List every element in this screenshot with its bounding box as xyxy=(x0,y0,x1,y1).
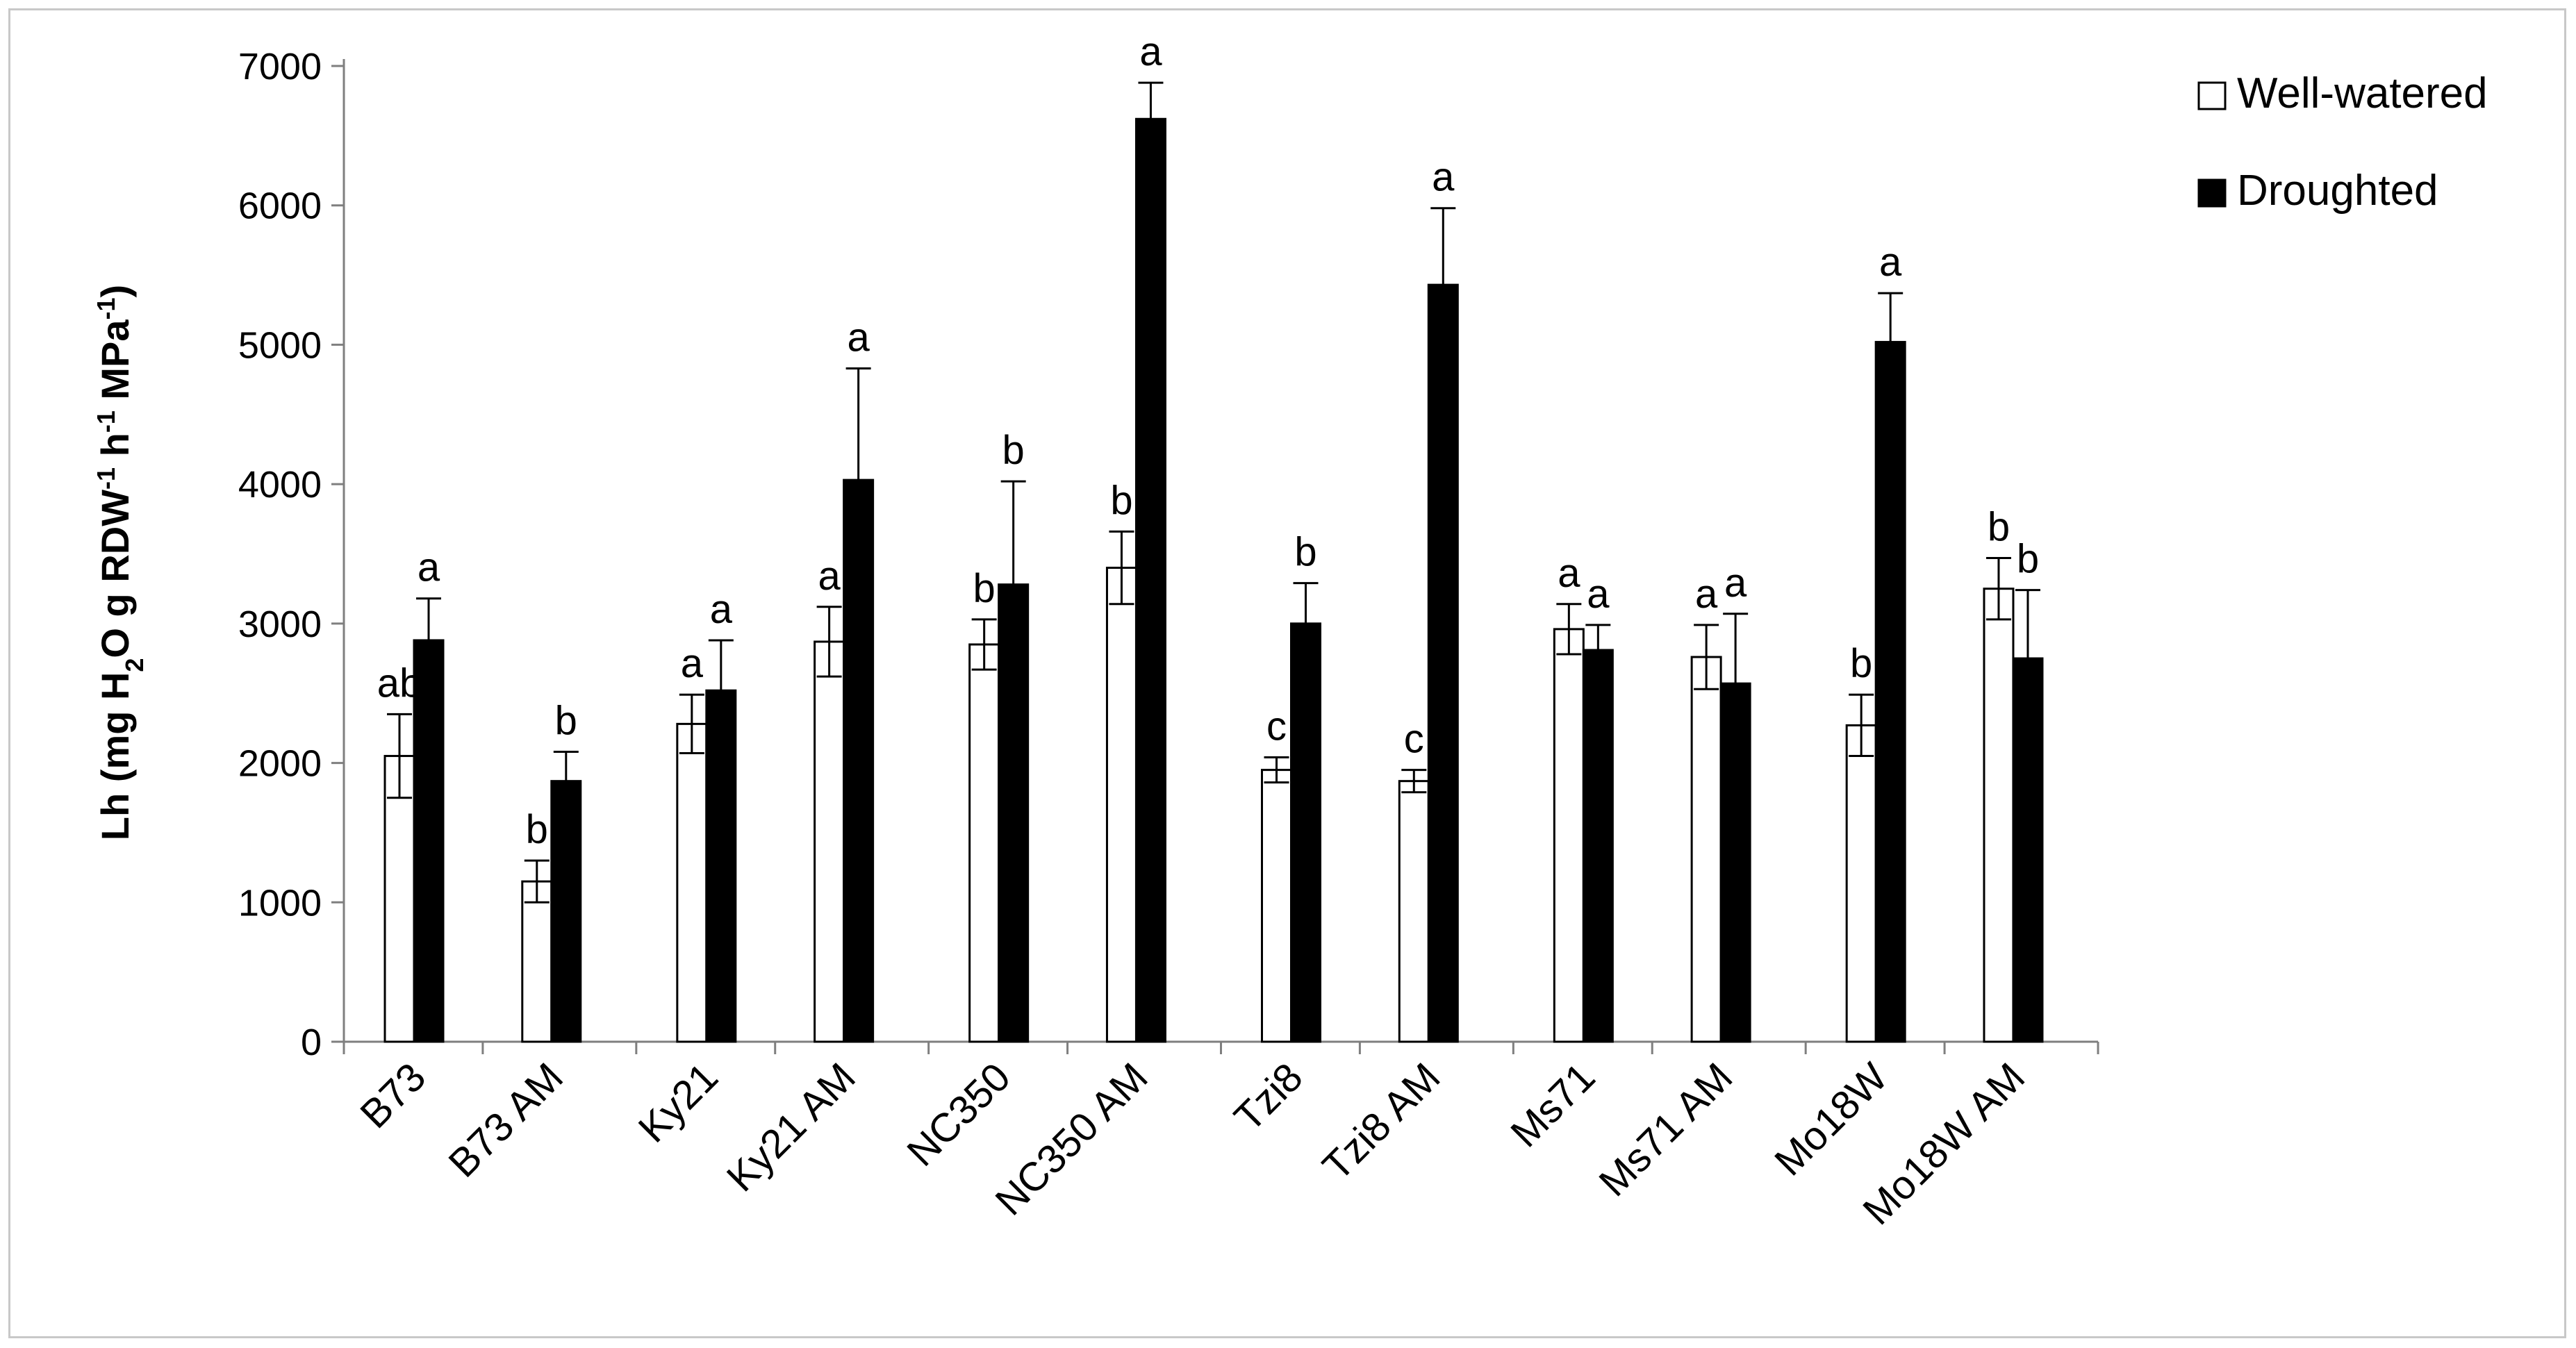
y-tick-label: 0 xyxy=(301,1022,322,1063)
bar-well-watered xyxy=(676,722,708,1043)
legend-label-well-watered: Well-watered xyxy=(2237,69,2488,117)
significance-letter: a xyxy=(418,545,440,590)
legend: Well-watered Droughted xyxy=(2197,69,2488,215)
significance-letter: b xyxy=(526,807,548,852)
significance-letter: b xyxy=(555,699,577,744)
bar-well-watered xyxy=(968,643,1000,1043)
significance-letter: b xyxy=(973,566,996,611)
significance-letter: a xyxy=(1558,551,1580,596)
y-axis-label-part: -1 xyxy=(92,410,120,433)
y-tick-label: 5000 xyxy=(238,324,322,366)
y-tick-label: 2000 xyxy=(238,743,322,785)
x-tick-label: NC350 xyxy=(898,1054,1019,1175)
y-axis-label-part: Lh (mg H xyxy=(93,672,137,841)
bar-droughted xyxy=(1874,340,1906,1043)
significance-letter: b xyxy=(1002,428,1025,473)
bar-well-watered xyxy=(814,640,845,1043)
legend-swatch-well-watered xyxy=(2197,81,2227,110)
y-tick-label: 6000 xyxy=(238,185,322,227)
y-axis-label-part: -1 xyxy=(92,297,120,319)
y-axis-label-part: O g RDW xyxy=(93,490,137,658)
significance-letter: b xyxy=(1988,505,2010,550)
significance-letter: a xyxy=(818,554,841,599)
legend-swatch-droughted xyxy=(2197,178,2227,208)
bars xyxy=(383,117,2044,1043)
bar-well-watered xyxy=(1105,567,1137,1043)
significance-letter: ab xyxy=(377,660,422,706)
bar-droughted xyxy=(1719,682,1751,1043)
bar-droughted xyxy=(1427,283,1459,1043)
y-tick-label: 3000 xyxy=(238,604,322,645)
x-tick-label: B73 xyxy=(352,1054,434,1137)
x-tick-label: Mo18W xyxy=(1766,1054,1896,1184)
significance-letter: b xyxy=(1850,641,1872,686)
significance-letter: a xyxy=(710,587,733,632)
x-tick-label: Tzi8 AM xyxy=(1314,1054,1448,1189)
significance-letter: b xyxy=(2017,537,2039,582)
significance-letter: a xyxy=(681,641,704,686)
significance-letter: a xyxy=(1587,572,1610,617)
significance-letter: b xyxy=(1110,478,1132,523)
significance-letter: a xyxy=(1139,29,1162,74)
y-axis-label-part: h xyxy=(93,433,137,467)
significance-letter: c xyxy=(1266,704,1287,749)
x-tick-label: B73 AM xyxy=(440,1054,572,1186)
significance-letter: a xyxy=(847,315,870,360)
bar-well-watered xyxy=(1690,656,1722,1043)
bar-well-watered xyxy=(1983,588,2015,1043)
bar-droughted xyxy=(1134,117,1166,1043)
x-tick-label: Ky21 AM xyxy=(718,1054,864,1200)
significance-letter: c xyxy=(1404,717,1424,762)
bar-droughted xyxy=(2012,657,2044,1043)
y-axis-label-part: -1 xyxy=(92,467,120,490)
bar-well-watered xyxy=(1261,769,1292,1043)
bar-well-watered xyxy=(521,880,553,1043)
error-bars xyxy=(387,81,2040,904)
bar-droughted xyxy=(843,479,875,1043)
significance-letter: a xyxy=(1695,572,1718,617)
significance-letter: a xyxy=(1432,155,1455,200)
x-tick-label: Ky21 xyxy=(630,1054,727,1151)
significance-letter: b xyxy=(1294,530,1316,575)
bar-well-watered xyxy=(1398,780,1430,1043)
significance-letter: a xyxy=(1879,240,1902,285)
y-axis-label-part: 2 xyxy=(120,658,149,672)
bar-droughted xyxy=(413,639,445,1043)
bar-droughted xyxy=(1290,622,1321,1043)
bar-well-watered xyxy=(383,755,415,1043)
x-tick-label: Ms71 AM xyxy=(1590,1054,1741,1205)
x-tick-label: Ms71 xyxy=(1502,1054,1603,1156)
y-tick-label: 4000 xyxy=(238,464,322,506)
significance-letter: a xyxy=(1724,560,1747,606)
y-axis-label-part: MPa xyxy=(93,319,137,411)
x-tick-label: Tzi8 xyxy=(1225,1054,1311,1140)
bar-well-watered xyxy=(1845,724,1877,1043)
bar-droughted xyxy=(550,780,582,1043)
y-axis: 0 1000 2000 3000 4000 5000 6000 7000 xyxy=(238,46,345,1063)
y-tick-label: 7000 xyxy=(238,46,322,88)
y-tick-label: 1000 xyxy=(238,882,322,924)
y-axis-label-part: ) xyxy=(93,285,137,298)
bar-droughted xyxy=(998,583,1030,1043)
bar-droughted xyxy=(705,689,737,1043)
bar-well-watered xyxy=(1553,628,1585,1043)
bar-droughted xyxy=(1582,649,1614,1043)
y-axis-label: Lh (mg H2O g RDW-1 h-1 MPa-1) xyxy=(92,285,149,840)
legend-label-droughted: Droughted xyxy=(2237,167,2438,215)
